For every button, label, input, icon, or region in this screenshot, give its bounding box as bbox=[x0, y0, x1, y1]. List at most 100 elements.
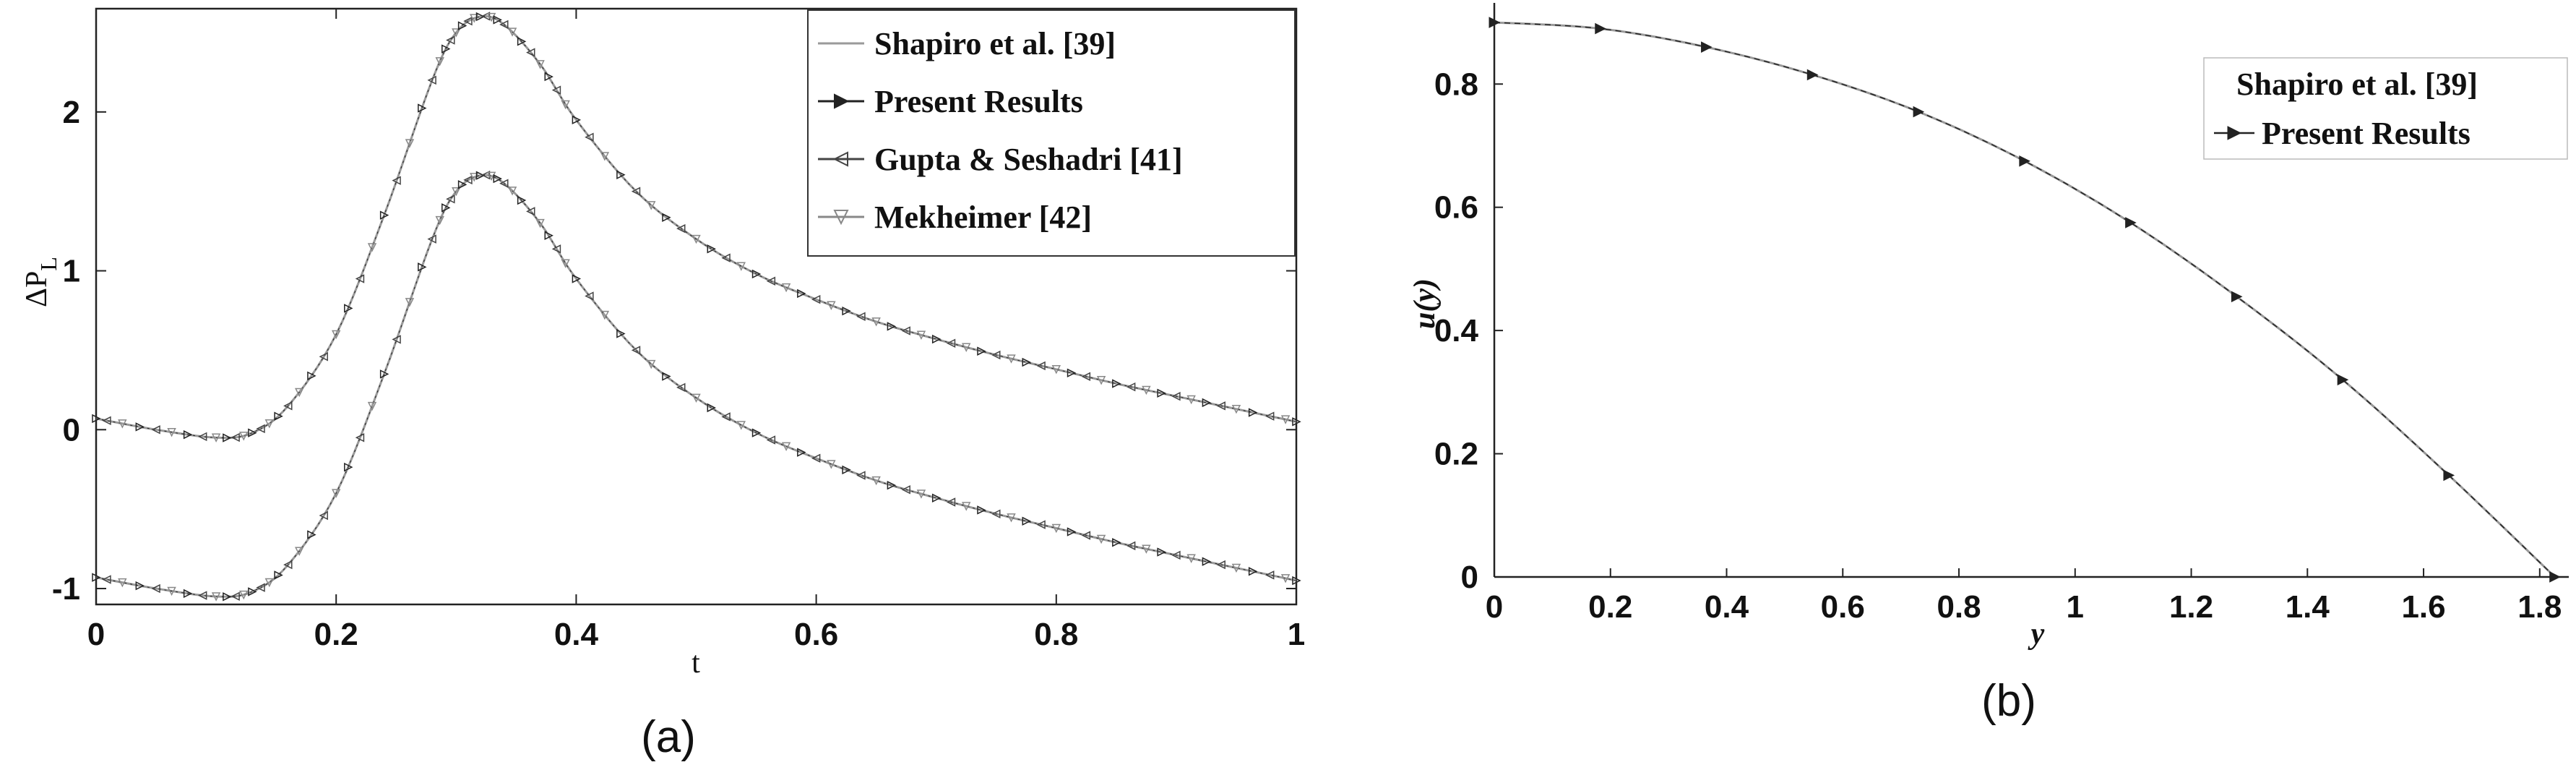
data-point-upper-a bbox=[977, 346, 986, 356]
data-point-lower-a bbox=[871, 476, 881, 486]
data-point-upper-a bbox=[856, 312, 866, 321]
data-point-lower-a bbox=[507, 187, 517, 196]
data-point-upper-a bbox=[1231, 404, 1241, 414]
data-point-upper-a bbox=[367, 243, 377, 252]
data-point-b bbox=[1806, 69, 1819, 81]
data-point-lower-a bbox=[1022, 516, 1031, 526]
data-point-upper-a bbox=[797, 288, 806, 299]
x-tick-label-b: 0 bbox=[1486, 589, 1503, 625]
data-point-upper-a bbox=[736, 262, 746, 271]
data-point-upper-a bbox=[544, 72, 553, 82]
data-point-upper-a bbox=[721, 253, 731, 262]
data-point-upper-a bbox=[231, 432, 240, 442]
data-point-lower-a bbox=[616, 329, 626, 338]
data-point-upper-a bbox=[211, 433, 221, 442]
data-point-upper-a bbox=[355, 274, 365, 283]
curve-present-b bbox=[1494, 22, 2556, 578]
data-point-lower-a bbox=[751, 428, 762, 437]
legend-b: Shapiro et al. [39] Present Results bbox=[2203, 57, 2568, 160]
data-point-lower-a bbox=[344, 462, 353, 472]
y-tick-label-a: 2 bbox=[63, 95, 80, 130]
data-point-lower-a bbox=[274, 570, 283, 580]
legend-box-a bbox=[807, 9, 1296, 257]
data-point-upper-a bbox=[499, 20, 509, 30]
data-point-lower-a bbox=[1265, 570, 1275, 580]
data-point-lower-a bbox=[499, 179, 509, 188]
data-point-lower-a bbox=[379, 369, 389, 379]
data-point-lower-a bbox=[551, 244, 561, 254]
data-point-lower-a bbox=[211, 592, 221, 602]
series-curves-a bbox=[92, 12, 1301, 602]
data-point-upper-a bbox=[427, 75, 436, 85]
data-point-lower-a bbox=[118, 578, 127, 588]
data-point-lower-a bbox=[662, 372, 671, 381]
data-point-lower-a bbox=[355, 433, 365, 442]
chart-b: 0 0.2 0.4 0.6 0.8 1 1.2 1.4 1.6 1.8 0 0.2 0.4 0.6 0.8… bbox=[1408, 3, 2569, 726]
legend-swatch-marker-b bbox=[2227, 126, 2242, 140]
data-point-lower-a bbox=[887, 480, 897, 490]
data-point-upper-a bbox=[1171, 391, 1181, 401]
data-point-lower-a bbox=[856, 471, 866, 480]
data-point-b bbox=[2231, 291, 2243, 303]
y-tick-label-b: 0.6 bbox=[1434, 190, 1478, 226]
data-point-upper-a bbox=[991, 350, 1001, 360]
legend-label-a: Gupta & Seshadri [41] bbox=[874, 142, 1183, 177]
data-point-lower-a bbox=[1231, 563, 1241, 573]
data-point-lower-a bbox=[526, 207, 535, 216]
data-point-upper-a bbox=[1081, 372, 1091, 382]
data-point-upper-a bbox=[871, 317, 881, 327]
data-point-upper-a bbox=[319, 352, 328, 362]
data-point-lower-a bbox=[441, 203, 451, 213]
data-point-upper-a bbox=[662, 213, 671, 223]
data-point-upper-a bbox=[1067, 368, 1077, 378]
data-point-lower-a bbox=[977, 505, 986, 515]
data-point-upper-a bbox=[600, 152, 610, 161]
data-point-lower-a bbox=[102, 575, 111, 584]
plot-frame-a bbox=[95, 7, 1298, 606]
data-point-upper-a bbox=[616, 170, 626, 179]
x-tick-label-b: 1.4 bbox=[2286, 589, 2330, 625]
data-point-upper-a bbox=[842, 306, 851, 316]
data-point-upper-a bbox=[631, 187, 641, 196]
data-point-lower-a bbox=[692, 393, 701, 403]
data-point-upper-a bbox=[585, 132, 594, 142]
data-point-lower-a bbox=[231, 591, 240, 601]
data-point-lower-a bbox=[1248, 567, 1258, 576]
data-point-lower-a bbox=[307, 530, 316, 539]
data-point-lower-a bbox=[283, 560, 293, 570]
legend-label-a: Present Results bbox=[874, 84, 1083, 119]
legend-box-b bbox=[2203, 57, 2568, 160]
data-point-upper-a bbox=[1216, 401, 1225, 411]
data-point-upper-a bbox=[676, 223, 686, 234]
data-point-upper-a bbox=[766, 276, 776, 286]
data-point-b bbox=[1489, 17, 1501, 28]
data-point-lower-a bbox=[256, 583, 265, 592]
data-point-upper-a bbox=[572, 115, 582, 125]
data-point-upper-a bbox=[887, 322, 897, 331]
data-point-lower-a bbox=[1142, 544, 1151, 554]
y-axis-label-sub-a: L bbox=[35, 257, 61, 271]
data-point-upper-a bbox=[167, 428, 176, 437]
data-point-lower-a bbox=[1096, 534, 1106, 544]
data-point-lower-a bbox=[1292, 576, 1301, 586]
data-point-lower-a bbox=[452, 187, 461, 197]
series-curves-b bbox=[1489, 17, 2561, 583]
data-point-upper-a bbox=[435, 57, 444, 67]
legend-label-b: Shapiro et al. [39] bbox=[2236, 67, 2478, 102]
data-point-upper-a bbox=[827, 301, 836, 310]
data-point-lower-a bbox=[585, 291, 594, 301]
data-point-upper-a bbox=[457, 21, 468, 30]
data-point-lower-a bbox=[1051, 523, 1061, 534]
data-point-lower-a bbox=[331, 489, 341, 498]
data-point-upper-a bbox=[751, 269, 762, 279]
legend-swatch-marker-a bbox=[832, 151, 848, 167]
data-point-lower-a bbox=[707, 403, 716, 413]
data-point-upper-a bbox=[493, 15, 502, 25]
y-tick-label-a: 1 bbox=[63, 254, 80, 289]
data-point-b bbox=[2443, 469, 2455, 482]
data-point-lower-a bbox=[92, 573, 101, 582]
data-point-lower-a bbox=[405, 298, 415, 307]
data-point-upper-a bbox=[256, 424, 265, 434]
